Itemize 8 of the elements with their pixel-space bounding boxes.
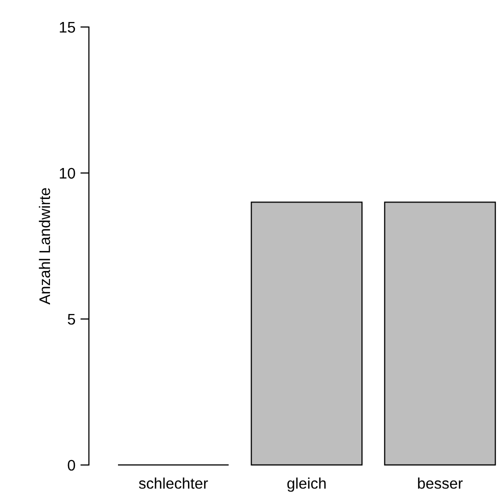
y-axis-title: Anzahl Landwirte — [38, 188, 50, 305]
x-tick-label: besser — [418, 478, 463, 489]
y-tick-label: 0 — [68, 460, 76, 471]
y-tick-label: 10 — [60, 168, 76, 179]
x-tick-label: schlechter — [138, 478, 208, 489]
x-tick-label: gleich — [287, 478, 326, 492]
y-tick-label: 15 — [60, 22, 76, 33]
y-tick-label: 5 — [68, 314, 76, 325]
